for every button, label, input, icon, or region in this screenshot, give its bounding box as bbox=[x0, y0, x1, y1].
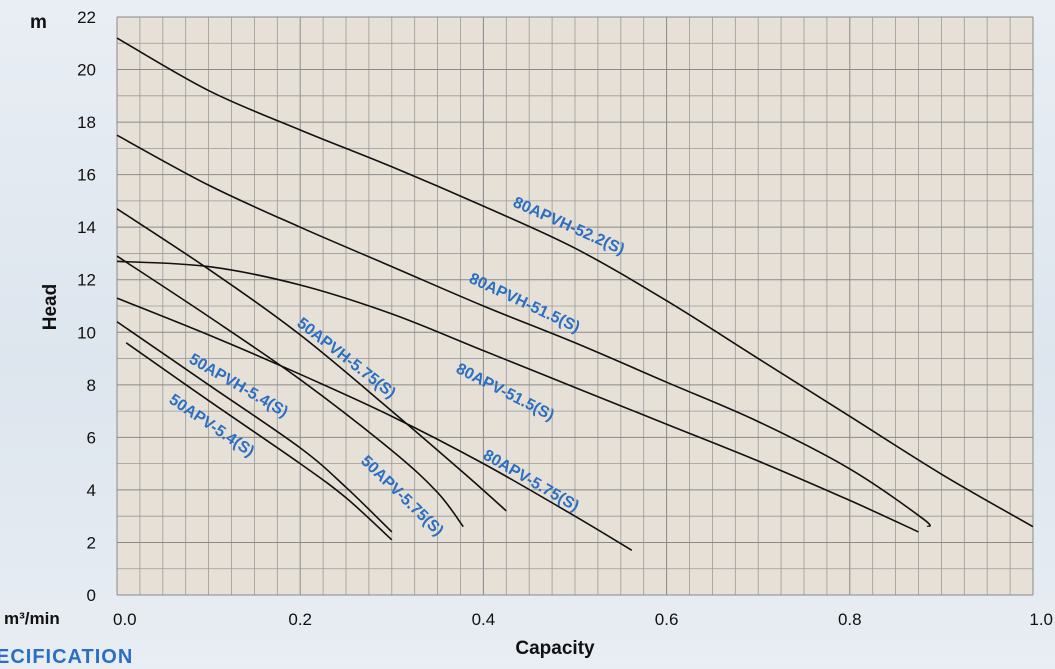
x-tick-label: 1.0 bbox=[1029, 610, 1053, 629]
y-tick-label: 2 bbox=[87, 533, 96, 552]
y-tick-label: 12 bbox=[77, 271, 96, 290]
tick-labels: 0 2 4 6 8 10 12 14 16 18 20 22 0.0 0.2 0.4 0.6 0.8 1.0 bbox=[77, 8, 1053, 629]
series-curve bbox=[116, 134, 931, 528]
series-curve bbox=[116, 255, 464, 528]
y-tick-label: 0 bbox=[87, 586, 96, 605]
y-tick-label: 20 bbox=[77, 61, 96, 80]
x-tick-label: 0.4 bbox=[472, 610, 496, 629]
y-tick-label: 14 bbox=[77, 218, 96, 237]
y-axis-title: Head bbox=[40, 284, 61, 330]
y-tick-label: 22 bbox=[77, 8, 96, 27]
y-tick-label: 8 bbox=[87, 376, 96, 395]
y-tick-label: 6 bbox=[87, 428, 96, 447]
series-curve bbox=[125, 342, 393, 541]
curves bbox=[116, 37, 1034, 552]
x-tick-label: 0.8 bbox=[838, 610, 862, 629]
x-tick-label: 0.0 bbox=[113, 610, 137, 629]
y-tick-label: 10 bbox=[77, 323, 96, 342]
y-tick-label: 16 bbox=[77, 166, 96, 185]
x-unit-label: m³/min bbox=[4, 609, 60, 628]
y-tick-label: 18 bbox=[77, 113, 96, 132]
series-curve bbox=[116, 208, 507, 512]
series-curve bbox=[116, 37, 1034, 528]
series-curve bbox=[116, 260, 919, 533]
series-curve bbox=[116, 321, 393, 533]
series-curve bbox=[116, 297, 633, 552]
y-unit-label: m bbox=[30, 12, 47, 33]
x-axis-title: Capacity bbox=[515, 638, 595, 659]
footer-heading: ECIFICATION bbox=[0, 646, 134, 668]
x-tick-label: 0.2 bbox=[288, 610, 312, 629]
x-tick-label: 0.6 bbox=[655, 610, 679, 629]
y-tick-label: 4 bbox=[87, 481, 96, 500]
